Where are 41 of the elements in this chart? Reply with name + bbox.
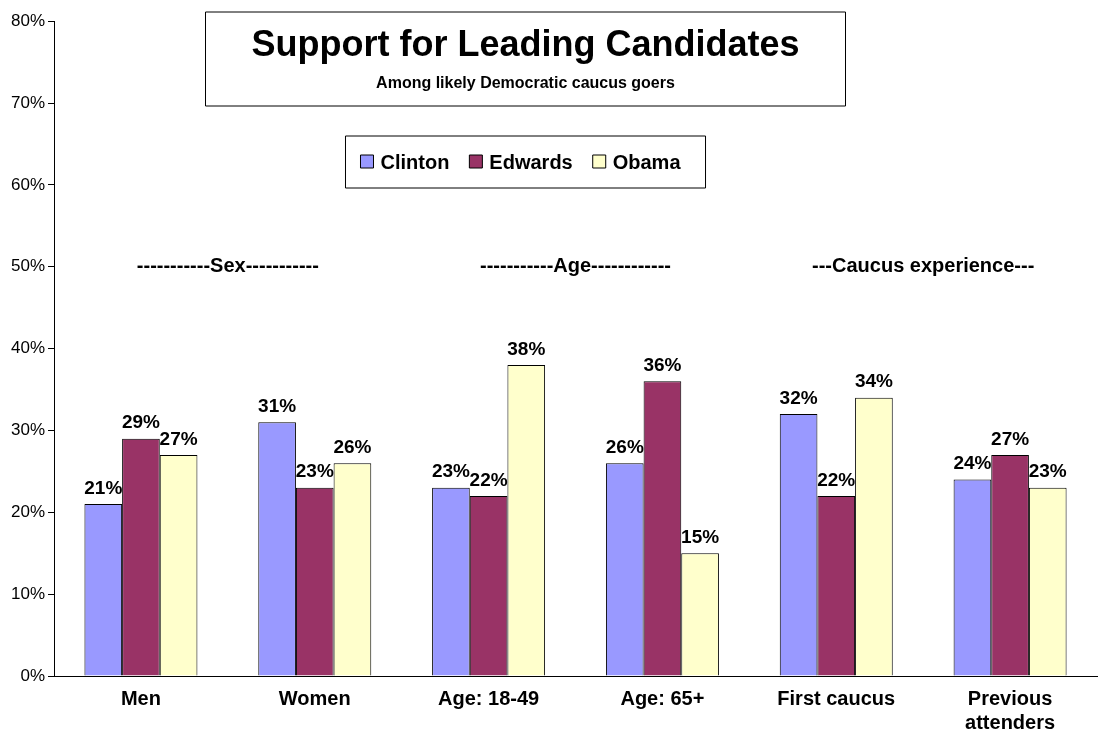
legend-label: Clinton bbox=[380, 150, 450, 173]
x-tick-label: Age: 18-49 bbox=[438, 686, 540, 709]
legend-label: Edwards bbox=[489, 150, 573, 173]
data-label: 34% bbox=[854, 370, 894, 392]
y-tick-label: 50% bbox=[10, 256, 46, 276]
data-label: 24% bbox=[953, 452, 992, 474]
annotation: -----------Sex----------- bbox=[136, 254, 319, 277]
y-tick-label: 70% bbox=[10, 92, 46, 112]
data-label: 29% bbox=[121, 411, 161, 433]
x-tick-label: Age: 65+ bbox=[620, 686, 705, 709]
x-tick-label: First caucus bbox=[777, 686, 896, 709]
data-label: 23% bbox=[295, 460, 334, 482]
data-label: 31% bbox=[258, 395, 297, 416]
data-label: 27% bbox=[991, 427, 1030, 449]
y-tick-label: 60% bbox=[10, 174, 46, 194]
data-label: 36% bbox=[643, 354, 682, 376]
data-label: 32% bbox=[779, 386, 818, 408]
x-tick-label: Men bbox=[120, 686, 161, 709]
data-label: 15% bbox=[681, 525, 720, 547]
y-tick-label: 0% bbox=[20, 665, 46, 685]
chart-title: Support for Leading Candidates bbox=[251, 22, 800, 64]
y-tick-label: 30% bbox=[10, 420, 46, 440]
y-tick-label: 20% bbox=[10, 501, 46, 521]
y-tick-label: 40% bbox=[10, 338, 46, 358]
y-tick-label: 80% bbox=[10, 10, 46, 30]
data-label: 26% bbox=[605, 435, 644, 457]
data-label: 23% bbox=[431, 460, 471, 482]
data-label: 26% bbox=[333, 435, 372, 457]
data-label: 21% bbox=[84, 476, 123, 498]
annotation: -----------Age------------ bbox=[480, 254, 671, 277]
text: Among likely Democratic caucus goers bbox=[376, 74, 675, 92]
legend-label: Obama bbox=[612, 150, 682, 173]
data-label: 22% bbox=[817, 468, 856, 490]
data-label: 22% bbox=[469, 468, 508, 490]
data-label: 27% bbox=[159, 427, 198, 449]
x-tick-label: Women bbox=[278, 686, 351, 709]
x-tick-label: Previous attenders bbox=[965, 686, 1056, 733]
data-label: 23% bbox=[1028, 460, 1067, 482]
y-tick-label: 10% bbox=[10, 583, 46, 603]
data-label: 38% bbox=[507, 337, 546, 359]
annotation: ---Caucus experience--- bbox=[812, 254, 1035, 277]
